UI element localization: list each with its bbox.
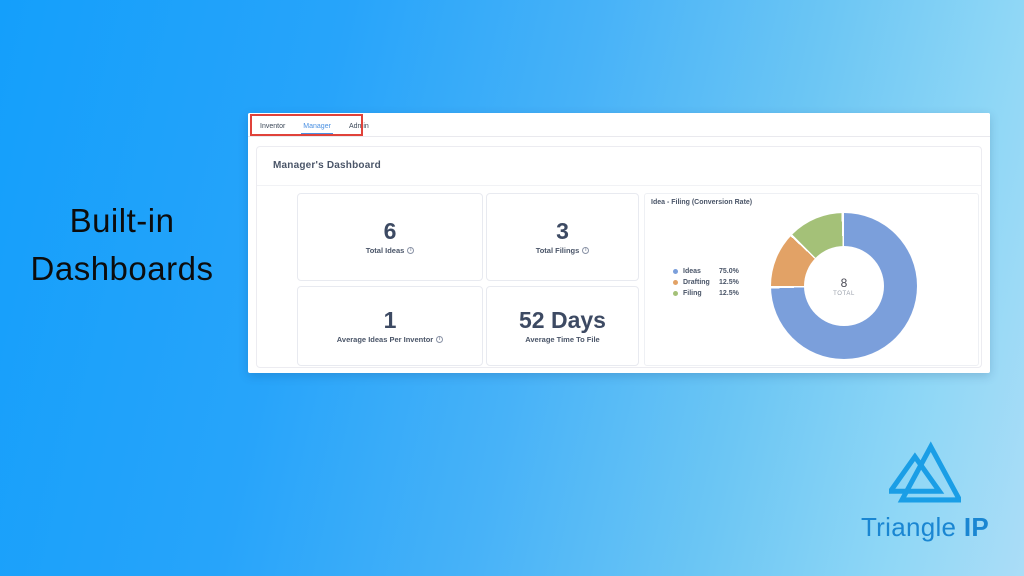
avg-ideas-value: 1 bbox=[383, 306, 397, 333]
legend-item-ideas: Ideas 75.0% bbox=[673, 268, 739, 275]
triangle-logo-icon bbox=[889, 441, 961, 503]
info-icon[interactable]: i bbox=[407, 247, 415, 255]
legend-dot-drafting bbox=[673, 280, 678, 285]
tab-manager[interactable]: Manager bbox=[301, 115, 333, 135]
divider bbox=[257, 185, 981, 186]
tab-bar: Inventor Manager Admin bbox=[248, 113, 990, 137]
stat-card-avg-ideas: 1 Average Ideas Per Inventor i bbox=[297, 286, 483, 366]
donut-total-label: TOTAL bbox=[833, 290, 855, 297]
legend-item-drafting: Drafting 12.5% bbox=[673, 279, 739, 286]
stat-card-avg-time: 52 Days Average Time To File bbox=[486, 286, 639, 366]
dashboard-heading: Manager's Dashboard bbox=[273, 160, 381, 171]
total-filings-label: Total Filings i bbox=[536, 246, 590, 255]
avg-time-label: Average Time To File bbox=[525, 335, 600, 345]
slide-title: Built-in Dashboards bbox=[30, 202, 214, 287]
info-icon[interactable]: i bbox=[582, 247, 590, 255]
total-ideas-value: 6 bbox=[383, 217, 397, 244]
avg-ideas-label: Average Ideas Per Inventor i bbox=[337, 335, 444, 344]
tab-inventor[interactable]: Inventor bbox=[260, 123, 286, 130]
legend-dot-ideas bbox=[673, 269, 678, 274]
legend-item-filing: Filing 12.5% bbox=[673, 290, 739, 297]
legend-dot-filing bbox=[673, 291, 678, 296]
tab-admin[interactable]: Admin bbox=[348, 123, 369, 130]
total-filings-value: 3 bbox=[556, 217, 569, 244]
brand-name: Triangle IP bbox=[860, 512, 990, 542]
total-ideas-label: Total Ideas i bbox=[366, 246, 415, 255]
donut-total-value: 8 bbox=[840, 275, 848, 290]
dashboard-panel: Manager's Dashboard 6 Total Ideas i 3 To… bbox=[256, 146, 982, 368]
avg-time-value: 52 Days bbox=[519, 306, 606, 333]
brand-logo: Triangle IP bbox=[845, 440, 1005, 543]
stat-card-total-filings: 3 Total Filings i bbox=[486, 193, 639, 281]
info-icon[interactable]: i bbox=[436, 336, 444, 344]
donut-chart: 8 TOTAL bbox=[771, 213, 917, 359]
donut-center: 8 TOTAL bbox=[804, 246, 884, 326]
chart-title: Idea - Filing (Conversion Rate) bbox=[651, 199, 753, 206]
dashboard-screenshot: Inventor Manager Admin Manager's Dashboa… bbox=[248, 113, 990, 373]
conversion-chart-panel: Idea - Filing (Conversion Rate) Ideas 75… bbox=[644, 193, 979, 366]
chart-legend: Ideas 75.0% Drafting 12.5% Filing 12.5% bbox=[673, 268, 739, 297]
stat-card-total-ideas: 6 Total Ideas i bbox=[297, 193, 483, 281]
